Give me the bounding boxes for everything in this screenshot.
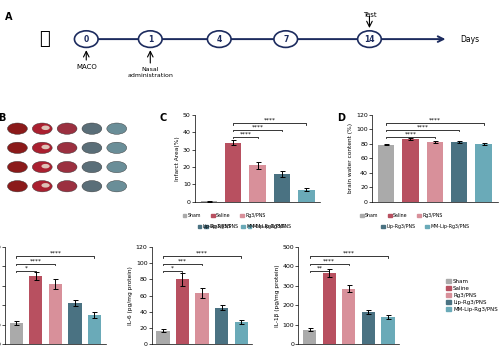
Text: Days: Days	[460, 35, 479, 44]
Bar	[303, 330, 316, 344]
Text: *: *	[24, 266, 28, 271]
Text: ****: ****	[50, 251, 62, 256]
Bar	[156, 331, 170, 344]
Bar	[342, 289, 355, 344]
Bar	[322, 273, 336, 344]
Text: C: C	[160, 113, 167, 123]
Y-axis label: Infarct Area(%): Infarct Area(%)	[175, 136, 180, 181]
Ellipse shape	[8, 142, 28, 153]
Ellipse shape	[107, 162, 126, 173]
Text: Saline: Saline	[36, 196, 49, 207]
Bar	[274, 174, 290, 202]
Bar	[68, 303, 82, 344]
Text: A: A	[5, 12, 12, 22]
Text: Rg3/PNS: Rg3/PNS	[58, 196, 76, 210]
Bar	[249, 165, 266, 202]
Text: 7: 7	[283, 35, 288, 44]
Bar	[451, 142, 468, 202]
Ellipse shape	[8, 181, 28, 192]
Text: 🐁: 🐁	[39, 30, 50, 48]
Ellipse shape	[82, 181, 102, 192]
Ellipse shape	[358, 31, 382, 48]
Ellipse shape	[42, 145, 50, 149]
Legend: Sham, Saline, Rg3/PNS, Lip-Rg3/PNS, MM-Lip-Rg3/PNS: Sham, Saline, Rg3/PNS, Lip-Rg3/PNS, MM-L…	[446, 279, 498, 312]
Bar	[225, 143, 242, 202]
Text: ****: ****	[196, 251, 208, 256]
Ellipse shape	[42, 164, 50, 168]
Bar	[475, 144, 492, 202]
Ellipse shape	[42, 126, 50, 130]
Text: ***: ***	[178, 258, 187, 263]
Ellipse shape	[82, 123, 102, 134]
Bar	[48, 284, 62, 344]
Text: D: D	[337, 113, 345, 123]
Y-axis label: brain water content (%): brain water content (%)	[348, 123, 354, 193]
Bar	[234, 322, 248, 344]
Bar	[215, 308, 228, 344]
Ellipse shape	[42, 183, 50, 187]
Bar	[10, 323, 23, 344]
Bar	[298, 190, 314, 202]
Bar	[426, 142, 443, 202]
Text: 14: 14	[364, 35, 374, 44]
Legend: Lip-Rg3/PNS, MM-Lip-Rg3/PNS: Lip-Rg3/PNS, MM-Lip-Rg3/PNS	[197, 223, 286, 229]
Ellipse shape	[57, 162, 77, 173]
Text: ****: ****	[240, 131, 252, 136]
Bar	[200, 201, 217, 202]
Ellipse shape	[274, 31, 297, 48]
Text: Lip-Rg3/
PNS: Lip-Rg3/ PNS	[82, 196, 102, 213]
Ellipse shape	[8, 123, 28, 134]
Ellipse shape	[82, 142, 102, 153]
Bar	[381, 317, 394, 344]
Text: 0: 0	[84, 35, 89, 44]
Ellipse shape	[74, 31, 98, 48]
Text: MACO: MACO	[76, 64, 96, 70]
Text: ****: ****	[264, 118, 276, 123]
Text: Nasal
administration: Nasal administration	[128, 67, 173, 78]
Bar	[88, 315, 101, 344]
Y-axis label: IL-1β (pg/mg protein): IL-1β (pg/mg protein)	[274, 264, 280, 327]
Text: ****: ****	[343, 251, 355, 256]
Ellipse shape	[208, 31, 231, 48]
Ellipse shape	[57, 181, 77, 192]
Text: ****: ****	[30, 258, 42, 263]
Text: ****: ****	[252, 125, 264, 130]
Bar	[378, 144, 394, 202]
Ellipse shape	[32, 123, 52, 134]
Text: ****: ****	[416, 125, 428, 130]
Ellipse shape	[138, 31, 162, 48]
Ellipse shape	[107, 181, 126, 192]
Text: *: *	[171, 266, 174, 271]
Text: MM-Lip-
Rg3/PNS: MM-Lip- Rg3/PNS	[106, 196, 127, 213]
Bar	[196, 293, 208, 344]
Y-axis label: IL-6 (pg/mg protein): IL-6 (pg/mg protein)	[128, 266, 133, 325]
Ellipse shape	[107, 142, 126, 153]
Text: **: **	[316, 266, 322, 271]
Ellipse shape	[82, 162, 102, 173]
Text: 4: 4	[216, 35, 222, 44]
Ellipse shape	[57, 142, 77, 153]
Bar	[362, 312, 375, 344]
Ellipse shape	[32, 162, 52, 173]
Text: 1: 1	[148, 35, 153, 44]
Text: Test: Test	[362, 12, 376, 18]
Text: ****: ****	[429, 118, 441, 123]
Text: ****: ****	[404, 131, 416, 136]
Text: B: B	[0, 113, 6, 123]
Ellipse shape	[8, 162, 28, 173]
Ellipse shape	[57, 123, 77, 134]
Ellipse shape	[32, 142, 52, 153]
Ellipse shape	[107, 123, 126, 134]
Text: ****: ****	[323, 258, 335, 263]
Text: Sham: Sham	[12, 196, 24, 206]
Bar	[176, 279, 189, 344]
Bar	[402, 139, 418, 202]
Bar	[29, 276, 42, 344]
Ellipse shape	[32, 181, 52, 192]
